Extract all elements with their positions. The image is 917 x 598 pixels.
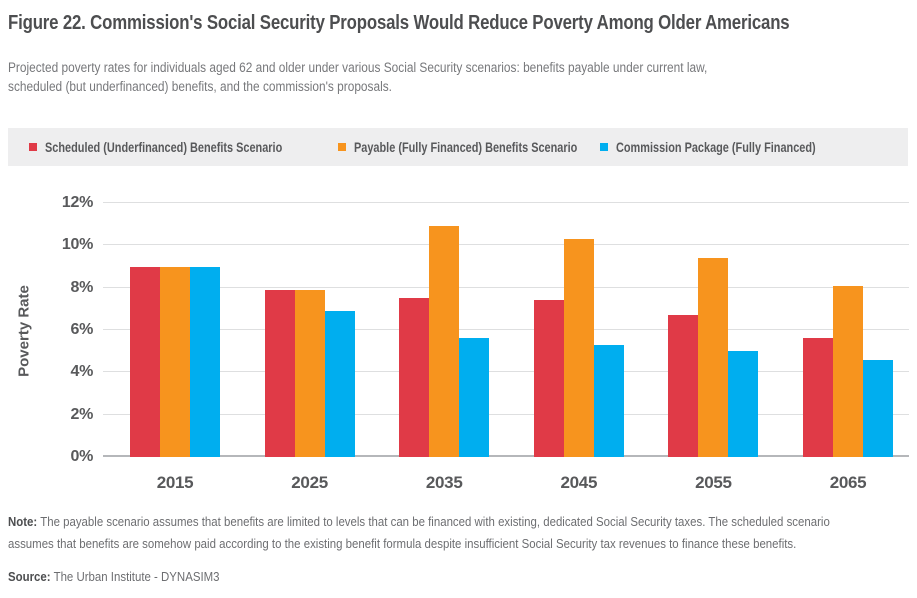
- bar-scheduled-2015: [130, 266, 160, 457]
- gridline: [103, 371, 909, 373]
- source-label: Source:: [8, 569, 51, 584]
- legend-swatch-red: [29, 143, 37, 151]
- bar-payable-2055: [698, 258, 729, 457]
- y-tick-label: 6%: [70, 321, 93, 338]
- note-label: Note:: [8, 514, 38, 529]
- note-line-2: assumes that benefits are somehow paid a…: [8, 536, 797, 551]
- figure-title: Figure 22. Commission's Social Security …: [8, 12, 917, 35]
- chart-source: Source: The Urban Institute - DYNASIM3: [8, 569, 248, 584]
- legend-label-commission: Commission Package (Fully Financed): [616, 139, 816, 155]
- bar-payable-2025: [294, 289, 325, 457]
- y-tick-label: 0%: [70, 448, 93, 465]
- bar-scheduled-2045: [533, 300, 564, 457]
- bar-payable-2065: [833, 285, 863, 457]
- gridline: [103, 286, 909, 288]
- figure-title-text: Figure 22. Commission's Social Security …: [8, 12, 790, 34]
- bar-scheduled-2065: [803, 338, 833, 457]
- bar-scheduled-2025: [264, 289, 295, 457]
- bar-scheduled-2055: [668, 315, 699, 457]
- subtitle-line-2: scheduled (but underfinanced) benefits, …: [8, 79, 392, 94]
- y-tick-label: 4%: [70, 363, 93, 381]
- legend-label-scheduled: Scheduled (Underfinanced) Benefits Scena…: [45, 139, 283, 155]
- x-tick-label: 2025: [291, 473, 328, 492]
- y-tick-label: 10%: [61, 236, 93, 254]
- gridline: [103, 244, 909, 246]
- bar-payable-2015: [160, 266, 190, 457]
- source-text: The Urban Institute - DYNASIM3: [53, 569, 220, 584]
- x-tick-label: 2055: [695, 473, 732, 492]
- x-tick-label: 2065: [829, 473, 867, 492]
- legend-item-scheduled: Scheduled (Underfinanced) Benefits Scena…: [29, 128, 349, 166]
- bar-scheduled-2035: [399, 298, 430, 457]
- bar-commission-2065: [863, 359, 893, 457]
- bar-commission-2045: [593, 344, 624, 457]
- bar-payable-2035: [429, 226, 460, 457]
- y-tick-label: 8%: [70, 278, 93, 296]
- legend-item-commission: Commission Package (Fully Financed): [600, 128, 872, 166]
- bar-commission-2035: [459, 338, 490, 457]
- bar-commission-2015: [190, 266, 220, 457]
- plot-area: 0% 2% 4% 6% 8% 10% 12% 2015 2025 2035 2045 2055 2065: [62, 194, 909, 492]
- bar-chart: Poverty Rate 0% 2% 4% 6% 8% 10% 12% 2015 2025 203…: [0, 185, 917, 515]
- figure-subtitle: Projected poverty rates for individuals …: [8, 58, 803, 96]
- gridline: [103, 329, 909, 330]
- chart-legend: Scheduled (Underfinanced) Benefits Scena…: [8, 128, 908, 166]
- legend-item-payable: Payable (Fully Financed) Benefits Scenar…: [338, 128, 640, 166]
- y-tick-label: 2%: [70, 405, 93, 423]
- bar-commission-2055: [728, 351, 759, 457]
- y-tick-label: 12%: [61, 194, 93, 211]
- chart-note: Note: The payable scenario assumes that …: [8, 511, 917, 555]
- gridline: [103, 202, 909, 203]
- x-tick-label: 2035: [425, 473, 463, 492]
- legend-swatch-blue: [600, 143, 608, 151]
- x-axis-line: [103, 455, 909, 457]
- bar-commission-2025: [324, 310, 355, 457]
- note-line-1: The payable scenario assumes that benefi…: [40, 514, 830, 529]
- legend-swatch-orange: [338, 143, 346, 151]
- bar-payable-2045: [563, 238, 594, 457]
- x-tick-label: 2045: [560, 473, 598, 492]
- gridline: [103, 413, 909, 415]
- legend-label-payable: Payable (Fully Financed) Benefits Scenar…: [354, 139, 578, 155]
- y-axis-title: Poverty Rate: [15, 285, 33, 377]
- x-tick-label: 2015: [156, 473, 194, 492]
- subtitle-line-1: Projected poverty rates for individuals …: [8, 60, 708, 75]
